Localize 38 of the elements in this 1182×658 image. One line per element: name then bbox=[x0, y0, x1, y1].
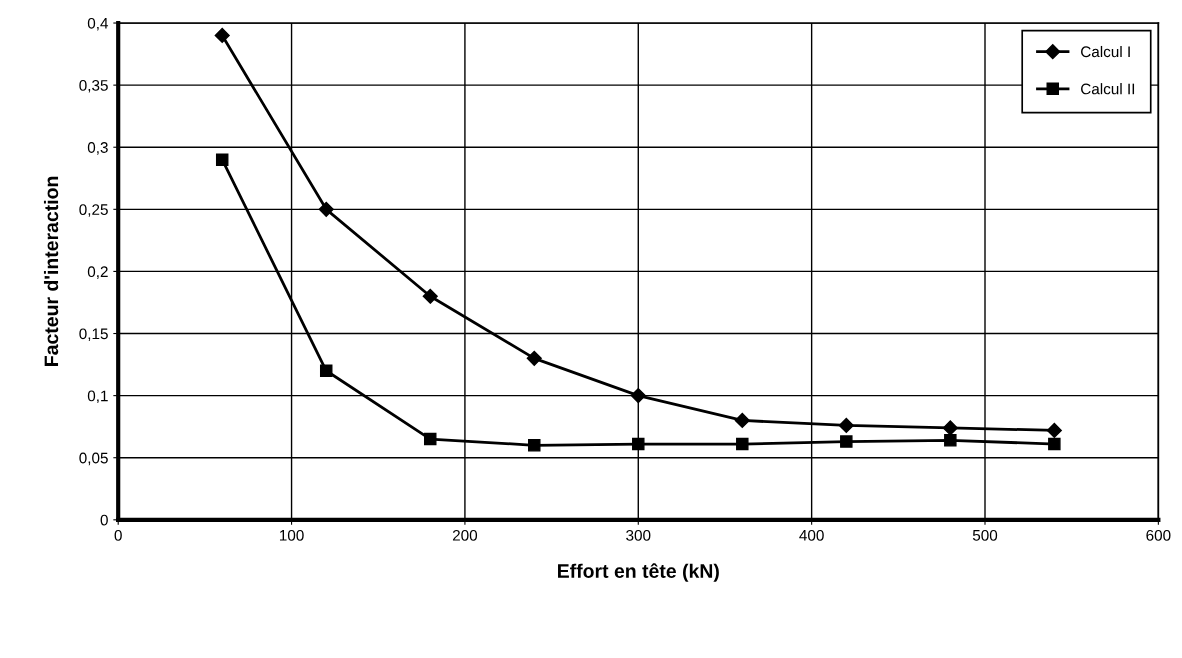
x-tick-label: 400 bbox=[799, 529, 824, 541]
y-tick-label: 0,1 bbox=[87, 390, 108, 404]
point bbox=[526, 350, 542, 366]
point bbox=[840, 435, 853, 448]
x-tick-label: 300 bbox=[626, 529, 651, 541]
point bbox=[528, 439, 541, 452]
y-tick-label: 0,4 bbox=[87, 17, 109, 31]
point bbox=[734, 412, 750, 429]
y-tick-label: 0,05 bbox=[79, 452, 108, 466]
y-tick-label: 0,3 bbox=[87, 142, 108, 155]
y-axis-title: Facteur d'interaction bbox=[43, 176, 59, 366]
point bbox=[423, 432, 437, 446]
point bbox=[736, 437, 749, 451]
x-axis-title: Effort en tête (kN) bbox=[558, 563, 719, 582]
point bbox=[319, 364, 333, 378]
y-tick-label: 0,35 bbox=[79, 80, 108, 93]
y-tick-label: 0,15 bbox=[79, 328, 108, 342]
point bbox=[214, 27, 230, 44]
x-tick-label: 200 bbox=[452, 529, 478, 541]
point bbox=[944, 434, 957, 447]
x-tick-label: 500 bbox=[972, 529, 998, 541]
point bbox=[215, 153, 229, 166]
point bbox=[942, 420, 958, 436]
legend-label: Calcul I bbox=[1081, 45, 1130, 58]
y-tick-label: 0,25 bbox=[79, 204, 108, 217]
x-tick-label: 0 bbox=[114, 529, 122, 541]
x-tick-label: 100 bbox=[279, 529, 304, 541]
x-tick-label: 600 bbox=[1146, 529, 1171, 541]
point bbox=[632, 437, 645, 451]
point bbox=[1046, 422, 1062, 438]
legend-label: Calcul II bbox=[1081, 83, 1135, 95]
point bbox=[630, 388, 646, 404]
point bbox=[422, 288, 438, 304]
point bbox=[838, 417, 854, 434]
point bbox=[318, 201, 334, 217]
y-tick-label: 0 bbox=[100, 514, 108, 526]
point bbox=[1048, 437, 1061, 451]
y-tick-label: 0,2 bbox=[87, 266, 108, 279]
